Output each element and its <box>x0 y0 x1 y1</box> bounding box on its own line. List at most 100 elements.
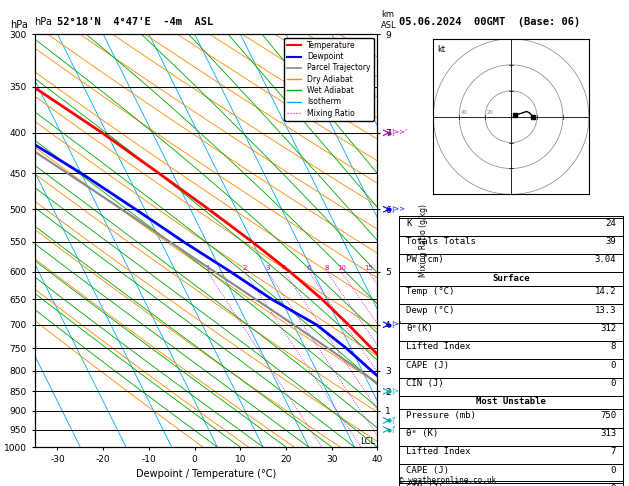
Text: K: K <box>406 219 411 228</box>
Text: hPa: hPa <box>35 17 52 27</box>
Text: 20: 20 <box>486 110 493 115</box>
Parcel Trajectory <box>64 170 71 176</box>
Bar <box>399 483 623 486</box>
Parcel Trajectory <box>3 130 10 136</box>
Temperature <box>391 367 398 373</box>
Temperature <box>205 207 213 212</box>
Text: 0: 0 <box>611 466 616 475</box>
Text: 8: 8 <box>611 342 616 351</box>
Text: |>>': |>>' <box>391 129 408 136</box>
Bar <box>399 218 623 236</box>
Text: 8: 8 <box>325 264 330 271</box>
Temperature <box>318 296 326 302</box>
Legend: Temperature, Dewpoint, Parcel Trajectory, Dry Adiabat, Wet Adiabat, Isotherm, Mi: Temperature, Dewpoint, Parcel Trajectory… <box>284 38 374 121</box>
Text: θᵉ(K): θᵉ(K) <box>406 324 433 333</box>
Bar <box>399 236 623 254</box>
Dewpoint <box>343 346 350 351</box>
Text: km
ASL: km ASL <box>381 11 396 30</box>
Text: |': |' <box>391 417 396 424</box>
Dewpoint <box>227 269 235 275</box>
Parcel Trajectory <box>166 239 174 245</box>
Text: Lifted Index: Lifted Index <box>406 448 470 456</box>
Parcel Trajectory <box>462 444 469 450</box>
Dewpoint <box>313 322 320 328</box>
Bar <box>399 446 623 464</box>
Text: 3.04: 3.04 <box>594 256 616 264</box>
Bar <box>399 323 623 341</box>
Text: 05.06.2024  00GMT  (Base: 06): 05.06.2024 00GMT (Base: 06) <box>399 17 581 27</box>
Line: Parcel Trajectory: Parcel Trajectory <box>0 34 465 447</box>
Bar <box>399 254 623 273</box>
Temperature <box>248 239 256 245</box>
Temperature <box>345 322 352 328</box>
Text: 0: 0 <box>611 484 616 486</box>
Temperature <box>155 170 162 176</box>
Text: 750: 750 <box>600 411 616 420</box>
Dewpoint <box>268 296 276 302</box>
Temperature <box>286 269 294 275</box>
Text: 2: 2 <box>242 264 247 271</box>
Text: 13.3: 13.3 <box>594 306 616 315</box>
Text: Temp (°C): Temp (°C) <box>406 287 455 296</box>
Bar <box>399 304 623 323</box>
Parcel Trajectory <box>118 207 126 212</box>
Line: Dewpoint: Dewpoint <box>0 34 461 447</box>
Line: Temperature: Temperature <box>0 34 465 447</box>
Text: |>': |>' <box>391 321 401 328</box>
Text: 39: 39 <box>605 237 616 246</box>
Text: 15: 15 <box>364 264 373 271</box>
Text: CAPE (J): CAPE (J) <box>406 361 449 369</box>
Temperature <box>462 444 469 450</box>
Text: θᵉ (K): θᵉ (K) <box>406 429 438 438</box>
Bar <box>399 341 623 359</box>
Text: kt: kt <box>437 45 445 54</box>
Text: Surface: Surface <box>493 274 530 283</box>
Text: Dewp (°C): Dewp (°C) <box>406 306 455 315</box>
Text: 0: 0 <box>611 379 616 388</box>
Dewpoint <box>367 367 375 373</box>
Dewpoint <box>392 388 399 394</box>
Dewpoint <box>457 444 465 450</box>
Text: 313: 313 <box>600 429 616 438</box>
Bar <box>399 273 623 286</box>
Temperature <box>98 130 106 136</box>
Parcel Trajectory <box>325 346 332 351</box>
Text: 14.2: 14.2 <box>594 287 616 296</box>
Bar <box>399 359 623 378</box>
Text: 10: 10 <box>337 264 346 271</box>
Bar <box>399 286 623 304</box>
Text: 3: 3 <box>265 264 270 271</box>
Dewpoint <box>438 427 445 433</box>
Dewpoint <box>11 130 19 136</box>
Dewpoint <box>132 207 140 212</box>
Text: LCL: LCL <box>360 437 375 446</box>
X-axis label: Dewpoint / Temperature (°C): Dewpoint / Temperature (°C) <box>136 469 276 479</box>
Dewpoint <box>180 239 187 245</box>
Bar <box>399 428 623 446</box>
Text: © weatheronline.co.uk: © weatheronline.co.uk <box>399 476 496 485</box>
Text: PW (cm): PW (cm) <box>406 256 443 264</box>
Text: 6: 6 <box>307 264 311 271</box>
Text: |>>: |>> <box>391 206 406 213</box>
Text: Mixing Ratio (g/kg): Mixing Ratio (g/kg) <box>418 204 428 277</box>
Parcel Trajectory <box>356 367 364 373</box>
Parcel Trajectory <box>211 269 218 275</box>
Parcel Trajectory <box>437 427 445 433</box>
Parcel Trajectory <box>411 408 419 414</box>
Bar <box>399 410 623 428</box>
Text: CAPE (J): CAPE (J) <box>406 466 449 475</box>
Text: hPa: hPa <box>11 20 28 30</box>
Text: CIN (J): CIN (J) <box>406 484 443 486</box>
Temperature <box>368 346 376 351</box>
Text: 24: 24 <box>605 219 616 228</box>
Parcel Trajectory <box>290 322 298 328</box>
Text: 1: 1 <box>205 264 210 271</box>
Text: 52°18'N  4°47'E  -4m  ASL: 52°18'N 4°47'E -4m ASL <box>57 17 213 27</box>
Parcel Trajectory <box>385 388 392 394</box>
Text: |': |' <box>391 426 396 433</box>
Dewpoint <box>415 408 423 414</box>
Text: 312: 312 <box>600 324 616 333</box>
Bar <box>399 378 623 396</box>
Bar <box>399 396 623 410</box>
Text: 7: 7 <box>611 448 616 456</box>
